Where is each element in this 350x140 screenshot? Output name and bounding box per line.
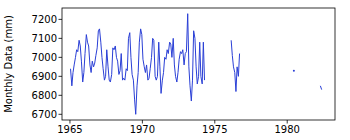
y-tick xyxy=(59,76,63,77)
x-tick-label: 1975 xyxy=(202,124,227,135)
x-tick xyxy=(142,120,143,124)
chart: 1965 1970 1975 1980 6700 6800 6900 7000 7100 7200… xyxy=(0,0,350,140)
y-tick xyxy=(59,114,63,115)
y-tick xyxy=(59,95,63,96)
y-axis-label: Monthly Data (mm) xyxy=(3,15,14,113)
data-line xyxy=(71,14,322,115)
y-tick-label: 6700 xyxy=(32,109,57,120)
y-tick-label: 7200 xyxy=(32,14,57,25)
x-tick xyxy=(69,120,70,124)
x-tick-label: 1980 xyxy=(274,124,299,135)
x-tick-label: 1970 xyxy=(130,124,155,135)
frame xyxy=(62,8,335,120)
data-point xyxy=(293,70,295,72)
y-tick xyxy=(59,38,63,39)
x-tick xyxy=(214,120,215,124)
y-tick-label: 6800 xyxy=(32,90,57,101)
y-tick-label: 6900 xyxy=(32,71,57,82)
y-tick xyxy=(59,57,63,58)
x-tick-label: 1965 xyxy=(57,124,82,135)
plot-area xyxy=(71,14,322,115)
y-tick xyxy=(59,19,63,20)
y-tick-label: 7100 xyxy=(32,33,57,44)
y-tick-label: 7000 xyxy=(32,52,57,63)
x-tick xyxy=(287,120,288,124)
